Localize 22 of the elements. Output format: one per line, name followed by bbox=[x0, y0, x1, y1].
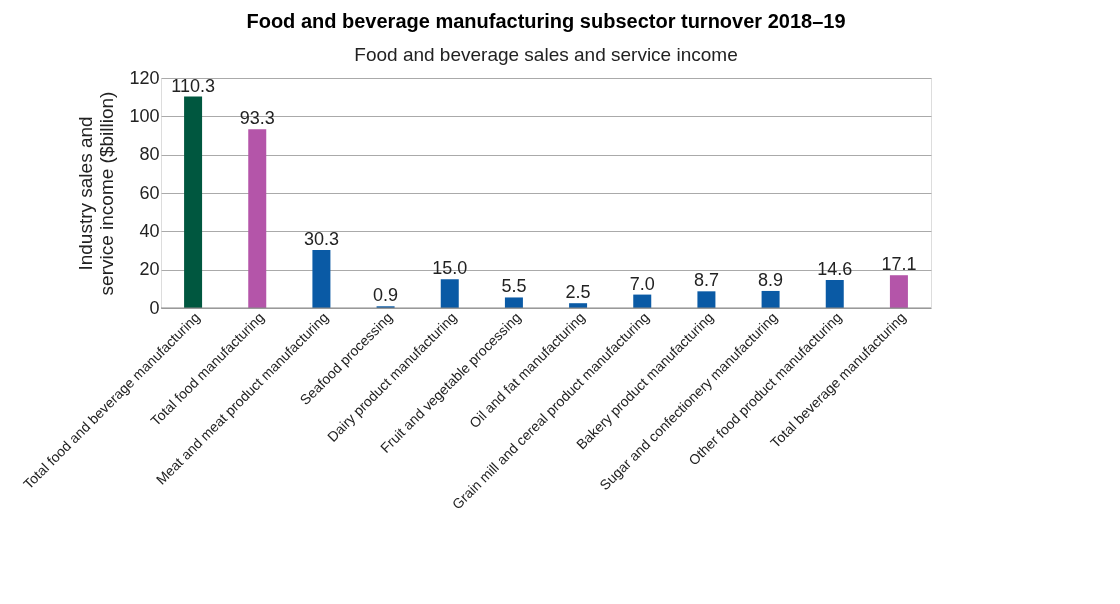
y-tick-label: 20 bbox=[139, 259, 160, 280]
y-tick-label: 120 bbox=[129, 67, 160, 88]
data-label: 14.6 bbox=[817, 259, 853, 280]
chart-title: Food and beverage manufacturing subsector turnover 2018–19 bbox=[246, 10, 846, 32]
data-label: 0.9 bbox=[373, 285, 399, 306]
data-label: 7.0 bbox=[629, 273, 655, 294]
data-label: 2.5 bbox=[565, 282, 591, 303]
y-axis-title: Industry sales and service income ($billion) bbox=[75, 91, 118, 296]
data-label: 15.0 bbox=[432, 258, 468, 279]
chart-subtitle: Food and beverage sales and service income bbox=[354, 44, 738, 65]
y-tick-label: 0 bbox=[149, 297, 160, 318]
data-label: 8.9 bbox=[758, 269, 784, 290]
y-tick-label: 80 bbox=[139, 144, 160, 165]
data-label: 8.7 bbox=[693, 270, 719, 291]
y-tick-label: 40 bbox=[139, 220, 160, 241]
y-tick-label: 60 bbox=[139, 182, 160, 203]
data-label: 30.3 bbox=[303, 228, 339, 249]
data-label: 110.3 bbox=[171, 75, 215, 96]
data-label: 17.1 bbox=[881, 254, 917, 275]
data-label: 5.5 bbox=[501, 276, 527, 297]
data-label: 93.3 bbox=[239, 108, 275, 129]
y-tick-label: 100 bbox=[129, 105, 160, 126]
